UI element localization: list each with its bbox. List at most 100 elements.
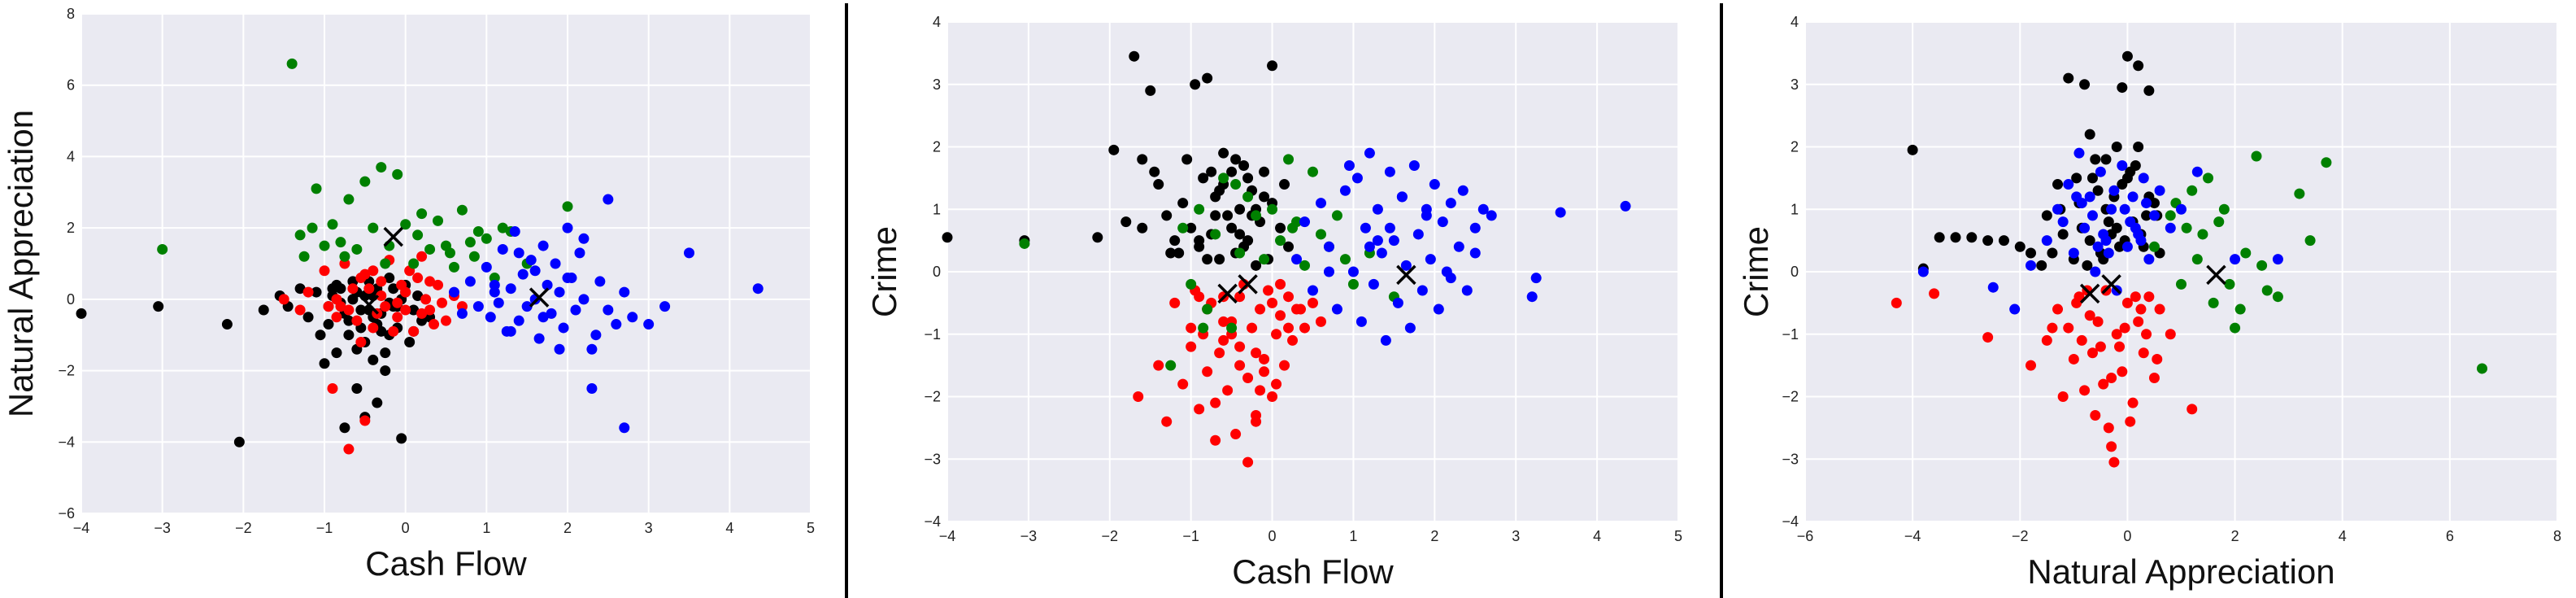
data-point bbox=[1169, 235, 1181, 247]
data-point bbox=[1998, 235, 2009, 247]
data-point bbox=[533, 333, 545, 344]
data-point bbox=[1206, 166, 1217, 177]
data-point bbox=[1247, 322, 1258, 334]
data-point bbox=[1982, 235, 1994, 247]
data-point bbox=[380, 365, 391, 377]
x-tick-label: 2 bbox=[1430, 528, 1438, 544]
data-point bbox=[1376, 247, 1387, 259]
data-point bbox=[1177, 222, 1189, 234]
data-point bbox=[233, 436, 245, 447]
data-point bbox=[2108, 185, 2120, 196]
data-point bbox=[2079, 79, 2091, 90]
data-point bbox=[1186, 222, 1197, 234]
data-point bbox=[464, 276, 476, 287]
x-tick-label: 4 bbox=[2339, 528, 2347, 544]
data-point bbox=[2071, 297, 2082, 308]
data-point bbox=[368, 265, 379, 277]
data-point bbox=[1982, 332, 1994, 343]
data-point bbox=[319, 265, 330, 277]
data-point bbox=[380, 301, 391, 312]
data-point bbox=[416, 308, 428, 319]
data-point bbox=[1388, 235, 1399, 247]
data-point bbox=[2130, 222, 2141, 234]
data-point bbox=[1283, 154, 1295, 165]
data-point bbox=[2079, 222, 2091, 234]
data-point bbox=[1445, 198, 1456, 209]
data-point bbox=[400, 304, 411, 316]
x-tick-label: 2 bbox=[2231, 528, 2239, 544]
data-point bbox=[1120, 216, 1132, 228]
data-point bbox=[368, 322, 379, 334]
y-tick-label: −3 bbox=[1782, 451, 1799, 467]
data-point bbox=[2148, 210, 2160, 221]
data-point bbox=[1275, 310, 1286, 321]
data-point bbox=[355, 304, 367, 316]
data-point bbox=[2103, 247, 2114, 259]
data-point bbox=[331, 347, 342, 359]
data-point bbox=[2111, 222, 2122, 234]
x-axis-label: Cash Flow bbox=[365, 544, 527, 583]
data-point bbox=[1230, 429, 1242, 440]
centroid-marker bbox=[2101, 274, 2121, 295]
data-point bbox=[1355, 316, 1367, 327]
data-point bbox=[408, 304, 420, 316]
data-point bbox=[153, 301, 164, 312]
data-point bbox=[1210, 229, 1221, 240]
data-point bbox=[2197, 229, 2208, 240]
data-point bbox=[1351, 172, 1363, 184]
data-point bbox=[1137, 154, 1148, 165]
data-point bbox=[2068, 353, 2079, 364]
data-point bbox=[1283, 322, 1295, 334]
data-point bbox=[1453, 241, 1464, 252]
data-point bbox=[2041, 210, 2052, 221]
x-tick-label: −1 bbox=[1182, 528, 1199, 544]
data-point bbox=[1372, 235, 1383, 247]
data-point bbox=[2063, 322, 2074, 334]
data-point bbox=[1186, 341, 1197, 352]
data-point bbox=[2130, 291, 2141, 303]
data-point bbox=[2127, 191, 2139, 203]
data-point bbox=[1299, 260, 1311, 271]
data-point bbox=[2057, 216, 2069, 228]
data-point bbox=[1620, 200, 1631, 212]
data-point bbox=[2154, 185, 2165, 196]
data-point bbox=[1234, 229, 1246, 240]
data-point bbox=[429, 319, 440, 330]
data-point bbox=[157, 243, 168, 255]
data-point bbox=[412, 229, 424, 241]
y-tick-label: 4 bbox=[933, 14, 941, 30]
data-point bbox=[611, 319, 622, 330]
data-point bbox=[1347, 266, 1359, 277]
centroid-marker bbox=[529, 287, 550, 308]
data-point bbox=[1198, 172, 1209, 184]
data-point bbox=[2272, 291, 2283, 303]
data-point bbox=[464, 237, 476, 248]
data-point bbox=[1161, 416, 1173, 427]
data-point bbox=[1271, 329, 1282, 340]
data-point bbox=[1108, 144, 1120, 155]
data-point bbox=[76, 308, 87, 319]
y-axis-label: Crime bbox=[1737, 226, 1775, 317]
data-point bbox=[2165, 222, 2176, 234]
data-point bbox=[2052, 179, 2064, 190]
data-point bbox=[2165, 329, 2176, 340]
data-point bbox=[1323, 241, 1334, 252]
data-point bbox=[1384, 222, 1395, 234]
data-point bbox=[380, 347, 391, 359]
y-tick-label: −2 bbox=[924, 389, 941, 405]
data-point bbox=[2084, 129, 2095, 140]
data-point bbox=[1295, 303, 1307, 315]
data-point bbox=[1202, 254, 1213, 265]
data-point bbox=[1291, 254, 1303, 265]
data-point bbox=[942, 232, 953, 243]
data-point bbox=[2095, 166, 2106, 177]
data-point bbox=[327, 383, 338, 394]
data-point bbox=[2111, 329, 2122, 340]
data-point bbox=[2092, 241, 2104, 252]
data-point bbox=[1259, 366, 1270, 378]
data-point bbox=[1202, 72, 1213, 84]
data-point bbox=[351, 315, 363, 326]
x-tick-label: −4 bbox=[1904, 528, 1921, 544]
data-point bbox=[311, 286, 322, 298]
data-point bbox=[315, 330, 326, 341]
